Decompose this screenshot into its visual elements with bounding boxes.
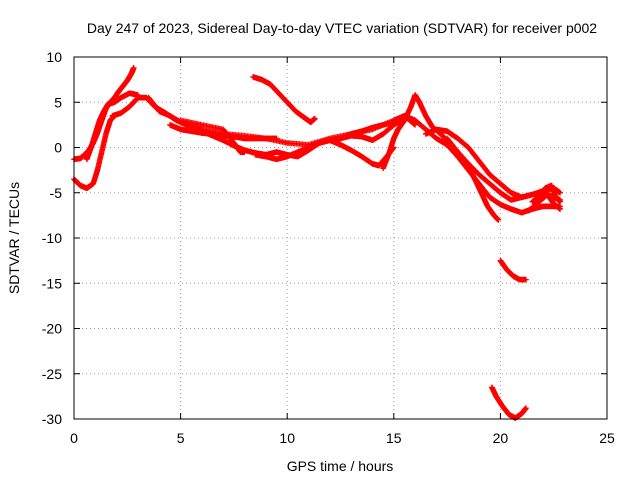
y-tick-label: 0 — [54, 140, 62, 156]
series-arc-1 — [71, 113, 118, 192]
grid — [74, 57, 607, 419]
series-arc-14 — [444, 135, 502, 223]
data-point — [523, 405, 529, 411]
y-tick-label: -30 — [42, 411, 62, 427]
data-point — [557, 189, 563, 196]
data-point — [495, 217, 502, 223]
series-arc-11 — [380, 92, 563, 203]
y-tick-label: -15 — [42, 275, 62, 291]
series-arc-13 — [422, 126, 563, 201]
y-axis-label: SDTVAR / TECUs — [6, 182, 22, 294]
data-point — [312, 115, 318, 122]
x-tick-label: 20 — [493, 430, 509, 446]
series-arc-18 — [525, 191, 563, 214]
x-tick-label: 10 — [279, 430, 295, 446]
data-point — [557, 199, 563, 205]
axis-ticks: 0 5 10 15 20 25 10 5 0 -5 -10 -15 -20 -25 -30 — [42, 49, 615, 446]
plot-frame — [73, 56, 608, 420]
data-point — [523, 276, 529, 283]
data-point — [241, 149, 248, 155]
y-tick-label: -20 — [42, 321, 62, 337]
y-tick-label: -10 — [42, 230, 62, 246]
series-arc-16 — [489, 384, 529, 421]
series-arc-7 — [177, 117, 248, 155]
series-arc-9 — [252, 117, 408, 163]
chart-title: Day 247 of 2023, Sidereal Day-to-day VTE… — [87, 20, 597, 36]
data-point — [130, 65, 137, 71]
x-axis-label: GPS time / hours — [287, 458, 394, 474]
data-point — [557, 206, 563, 212]
x-tick-label: 15 — [386, 430, 402, 446]
data-points — [71, 65, 563, 421]
series-arc-15 — [497, 257, 529, 283]
x-tick-label: 0 — [70, 430, 78, 446]
y-tick-label: 10 — [46, 49, 62, 65]
series-arc-8 — [250, 74, 318, 125]
y-tick-label: -5 — [50, 185, 63, 201]
series-arc-17 — [529, 182, 563, 205]
y-tick-label: 5 — [54, 94, 62, 110]
x-tick-label: 5 — [177, 430, 185, 446]
y-tick-label: -25 — [42, 366, 62, 382]
series-arc-6 — [167, 122, 280, 142]
x-tick-label: 25 — [599, 430, 615, 446]
data-point — [273, 135, 280, 142]
series-arc-3 — [83, 90, 141, 163]
